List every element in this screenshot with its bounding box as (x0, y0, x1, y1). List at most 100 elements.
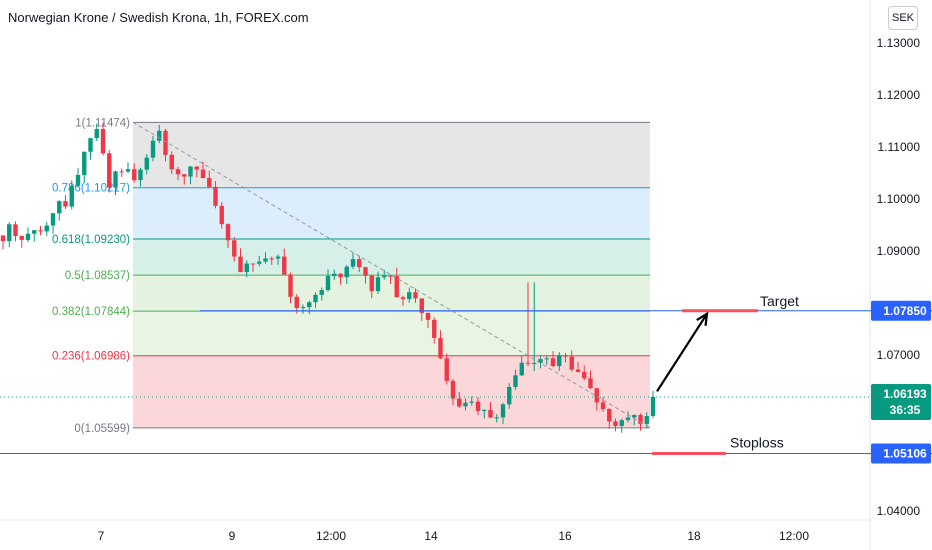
currency-button[interactable]: SEK (888, 6, 918, 30)
candle-body (613, 421, 618, 426)
candle-body (288, 274, 293, 297)
candle-body (182, 174, 187, 177)
candle-body (244, 263, 249, 273)
candle-body (569, 356, 574, 370)
candle-body (338, 273, 343, 278)
candle-body (113, 171, 118, 188)
last-price-tag-box (871, 383, 931, 420)
candle-body (125, 169, 131, 172)
candle-body (163, 130, 168, 155)
fib-label-0.236: 0.236(1.06986) (52, 351, 130, 363)
fib-zone-0.786 (133, 187, 650, 240)
last-price-tag: 1.06193 (883, 387, 927, 401)
countdown-tag: 36:35 (890, 403, 921, 417)
y-tick-label: 1.12000 (877, 88, 921, 102)
fib-label-0.786: 0.786(1.10217) (52, 183, 130, 195)
price-axis: 1.13000 1.12000 1.11000 1.10000 1.09000 1.070… (877, 36, 921, 518)
candle-body (644, 416, 649, 424)
fib-zone-0.236 (133, 355, 650, 428)
candle-body (307, 302, 312, 308)
candle-body (63, 201, 68, 207)
candle-body (207, 178, 212, 187)
candle-body (157, 130, 162, 141)
candle-body (194, 166, 199, 170)
candle-body (57, 201, 62, 214)
candle-body (119, 171, 124, 173)
candle-body (138, 169, 143, 181)
candle-body (269, 258, 274, 260)
stoploss-price-tag-box (871, 443, 931, 464)
candle-body (250, 263, 256, 265)
candle-body (588, 378, 593, 389)
time-axis: 7 9 12:00 14 16 18 12:00 (98, 529, 810, 543)
candle-body (519, 362, 524, 376)
candle-body (50, 213, 56, 226)
arrow-head (696, 311, 709, 326)
candle-body (88, 138, 93, 152)
chart-title: Norwegian Krone / Swedish Krona, 1h, FOR… (8, 10, 309, 25)
candle-body (232, 240, 237, 257)
candle-body (594, 388, 599, 403)
candle-body (238, 256, 243, 273)
candle-body (350, 259, 356, 267)
candle-body (100, 128, 106, 154)
candle-body (475, 401, 481, 411)
candle-body (544, 358, 549, 360)
y-tick-label: 1.09000 (877, 244, 921, 258)
candle-body (650, 396, 656, 417)
candle-body (488, 409, 493, 418)
candle-body (482, 409, 487, 411)
candle-body (563, 355, 568, 357)
stoploss-label: Stoploss (730, 434, 784, 450)
candle-body (413, 292, 418, 299)
candle-body (325, 276, 331, 291)
candle-body (319, 290, 324, 295)
fib-zone-1 (133, 122, 650, 188)
candle-body (513, 375, 518, 387)
candle-body (363, 267, 368, 276)
fib-zone-0.5 (133, 275, 650, 312)
candle-body (107, 153, 112, 188)
x-tick-label: 18 (687, 529, 701, 543)
candle-body (275, 256, 281, 259)
candle-body (507, 386, 512, 405)
candle-body (7, 224, 12, 242)
drawings: Target Stoploss (0, 121, 932, 455)
candle-body (375, 277, 381, 292)
candle-body (632, 415, 637, 418)
candle-body (188, 166, 193, 177)
candle-body (619, 420, 624, 426)
fib-zone-0.382 (133, 311, 650, 356)
target-label: Target (760, 293, 799, 309)
candle-body (225, 224, 231, 241)
candle-body (638, 415, 643, 424)
candle-body (538, 359, 543, 363)
candle-body (494, 417, 499, 419)
candle-body (282, 256, 287, 275)
candle-body (400, 297, 406, 300)
candle-body (500, 404, 506, 418)
candle-body (550, 358, 556, 367)
candle-body (525, 362, 531, 364)
fib-label-0.618: 0.618(1.09230) (52, 234, 130, 246)
fib-label-0.5: 0.5(1.08537) (65, 270, 130, 282)
candle-body (463, 402, 468, 407)
candle-body (425, 312, 431, 320)
candle-body (144, 157, 149, 170)
trend-line (132, 121, 651, 429)
target-price-tag: 1.07850 (883, 304, 927, 318)
x-tick-label: 9 (229, 529, 236, 543)
candle-body (607, 409, 612, 422)
candle-body (294, 296, 299, 309)
candle-body (438, 337, 443, 359)
y-tick-label: 1.11000 (878, 140, 921, 154)
candle-body (625, 417, 631, 421)
candle-body (257, 261, 262, 264)
candle-body (407, 292, 412, 300)
candle-body (132, 169, 137, 181)
fib-label-0.382: 0.382(1.07844) (52, 306, 130, 318)
arrow-shaft (656, 313, 708, 392)
candle-body (213, 186, 218, 206)
candle-body (394, 276, 399, 298)
